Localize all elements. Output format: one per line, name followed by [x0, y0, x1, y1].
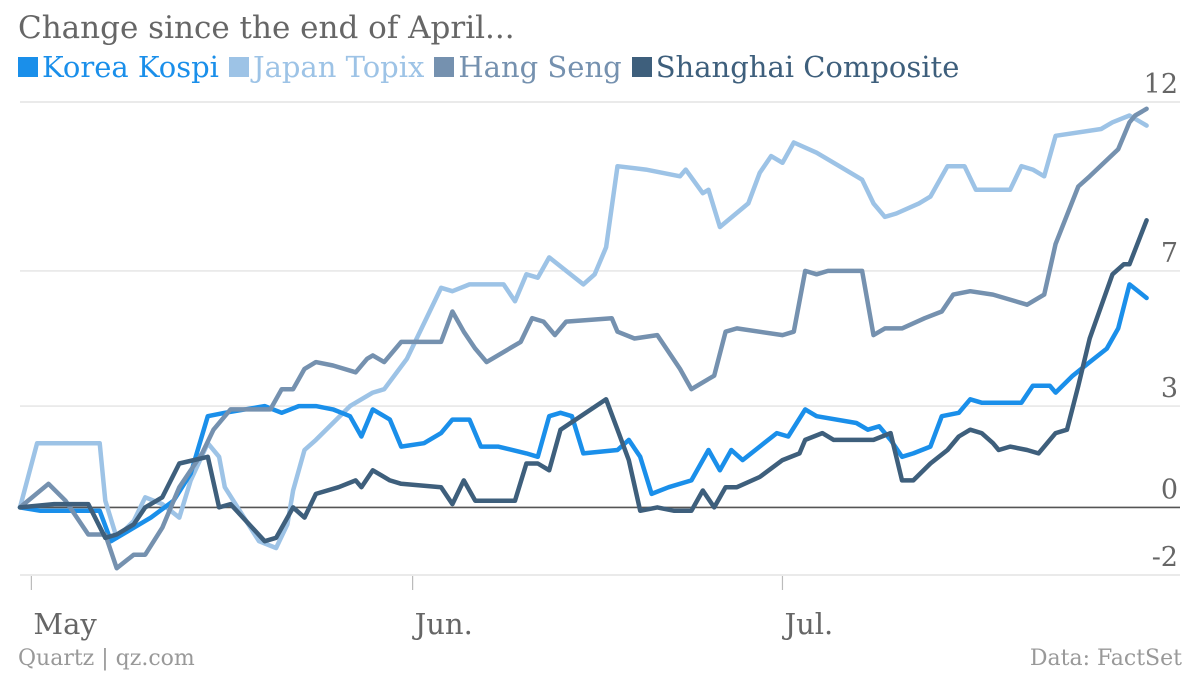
series-line-hang-seng [17, 106, 1149, 571]
y-tick-label: 0 [1161, 474, 1178, 505]
legend-item-hang-seng: Hang Seng [434, 50, 622, 84]
legend-swatch-hang-seng [434, 57, 455, 77]
data-source: Data: FactSet [1029, 646, 1182, 671]
series-line-shanghai-composite [17, 218, 1149, 544]
legend-item-japan-topix: Japan Topix [228, 50, 425, 84]
y-tick-label: -2 [1152, 542, 1178, 573]
x-tick-label: Jun. [412, 607, 473, 641]
series-line-japan-topix [17, 113, 1149, 551]
legend-swatch-korea-kospi [18, 57, 38, 77]
legend-label-hang-seng: Hang Seng [458, 50, 622, 84]
x-tick-label: Jul. [781, 607, 833, 641]
legend-label-korea-kospi: Korea Kospi [42, 50, 219, 84]
legend-item-shanghai-composite: Shanghai Composite [631, 50, 960, 84]
legend-swatch-japan-topix [228, 57, 249, 77]
chart-title: Change since the end of April... [18, 10, 515, 46]
legend-label-japan-topix: Japan Topix [252, 50, 425, 84]
legend-label-shanghai-composite: Shanghai Composite [655, 50, 960, 84]
series-line-korea-kospi [17, 282, 1149, 544]
y-tick-label: 3 [1161, 373, 1178, 404]
x-tick-label: May [33, 607, 97, 641]
y-tick-label: 7 [1161, 238, 1178, 269]
legend-item-korea-kospi: Korea Kospi [18, 50, 219, 84]
legend-swatch-shanghai-composite [631, 57, 652, 77]
y-tick-label: 12 [1144, 69, 1178, 100]
chart-legend: Korea Kospi Japan Topix Hang Seng Shangh… [18, 50, 969, 84]
source-credit: Quartz | qz.com [18, 646, 195, 671]
